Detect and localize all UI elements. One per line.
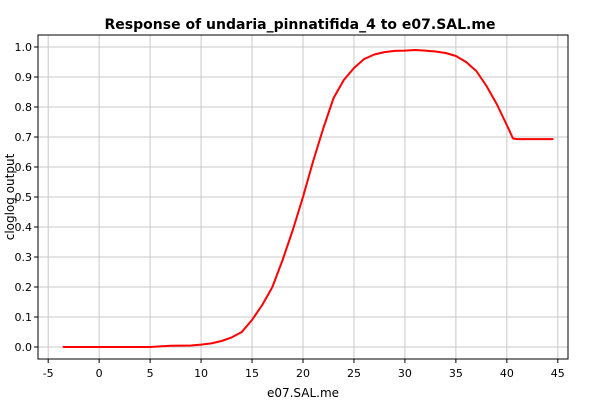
y-tick-label: 0.4 bbox=[15, 221, 33, 234]
x-tick-label: 15 bbox=[245, 367, 259, 380]
y-tick-label: 0.2 bbox=[15, 281, 33, 294]
y-axis-ticks: 0.0 0.1 0.2 0.3 0.4 0.5 0.6 0.7 0.8 0.9 1.0 bbox=[15, 41, 38, 354]
series-layer bbox=[62, 49, 554, 348]
chart-title: Response of undaria_pinnatifida_4 to e07… bbox=[105, 17, 496, 33]
y-tick-label: 0.6 bbox=[15, 161, 33, 174]
x-tick-label: -5 bbox=[43, 367, 54, 380]
x-tick-label: 45 bbox=[551, 367, 565, 380]
x-axis-label: e07.SAL.me bbox=[267, 386, 339, 400]
x-tick-label: 5 bbox=[147, 367, 154, 380]
x-tick-label: 35 bbox=[449, 367, 463, 380]
y-tick-label: 0.8 bbox=[15, 101, 33, 114]
y-tick-label: 0.9 bbox=[15, 71, 33, 84]
y-axis-label: cloglog output bbox=[3, 153, 17, 240]
x-axis-ticks: -5 0 5 10 15 20 25 30 35 40 45 bbox=[43, 359, 565, 380]
y-tick-label: 0.5 bbox=[15, 191, 33, 204]
x-tick-label: 30 bbox=[398, 367, 412, 380]
x-tick-label: 25 bbox=[347, 367, 361, 380]
y-tick-label: 0.3 bbox=[15, 251, 33, 264]
response-curve bbox=[62, 49, 554, 348]
y-tick-label: 1.0 bbox=[15, 41, 33, 54]
x-tick-label: 10 bbox=[194, 367, 208, 380]
x-tick-label: 0 bbox=[96, 367, 103, 380]
y-tick-label: 0.1 bbox=[15, 311, 33, 324]
x-tick-label: 20 bbox=[296, 367, 310, 380]
y-tick-label: 0.0 bbox=[15, 341, 33, 354]
y-tick-label: 0.7 bbox=[15, 131, 33, 144]
x-tick-label: 40 bbox=[500, 367, 514, 380]
